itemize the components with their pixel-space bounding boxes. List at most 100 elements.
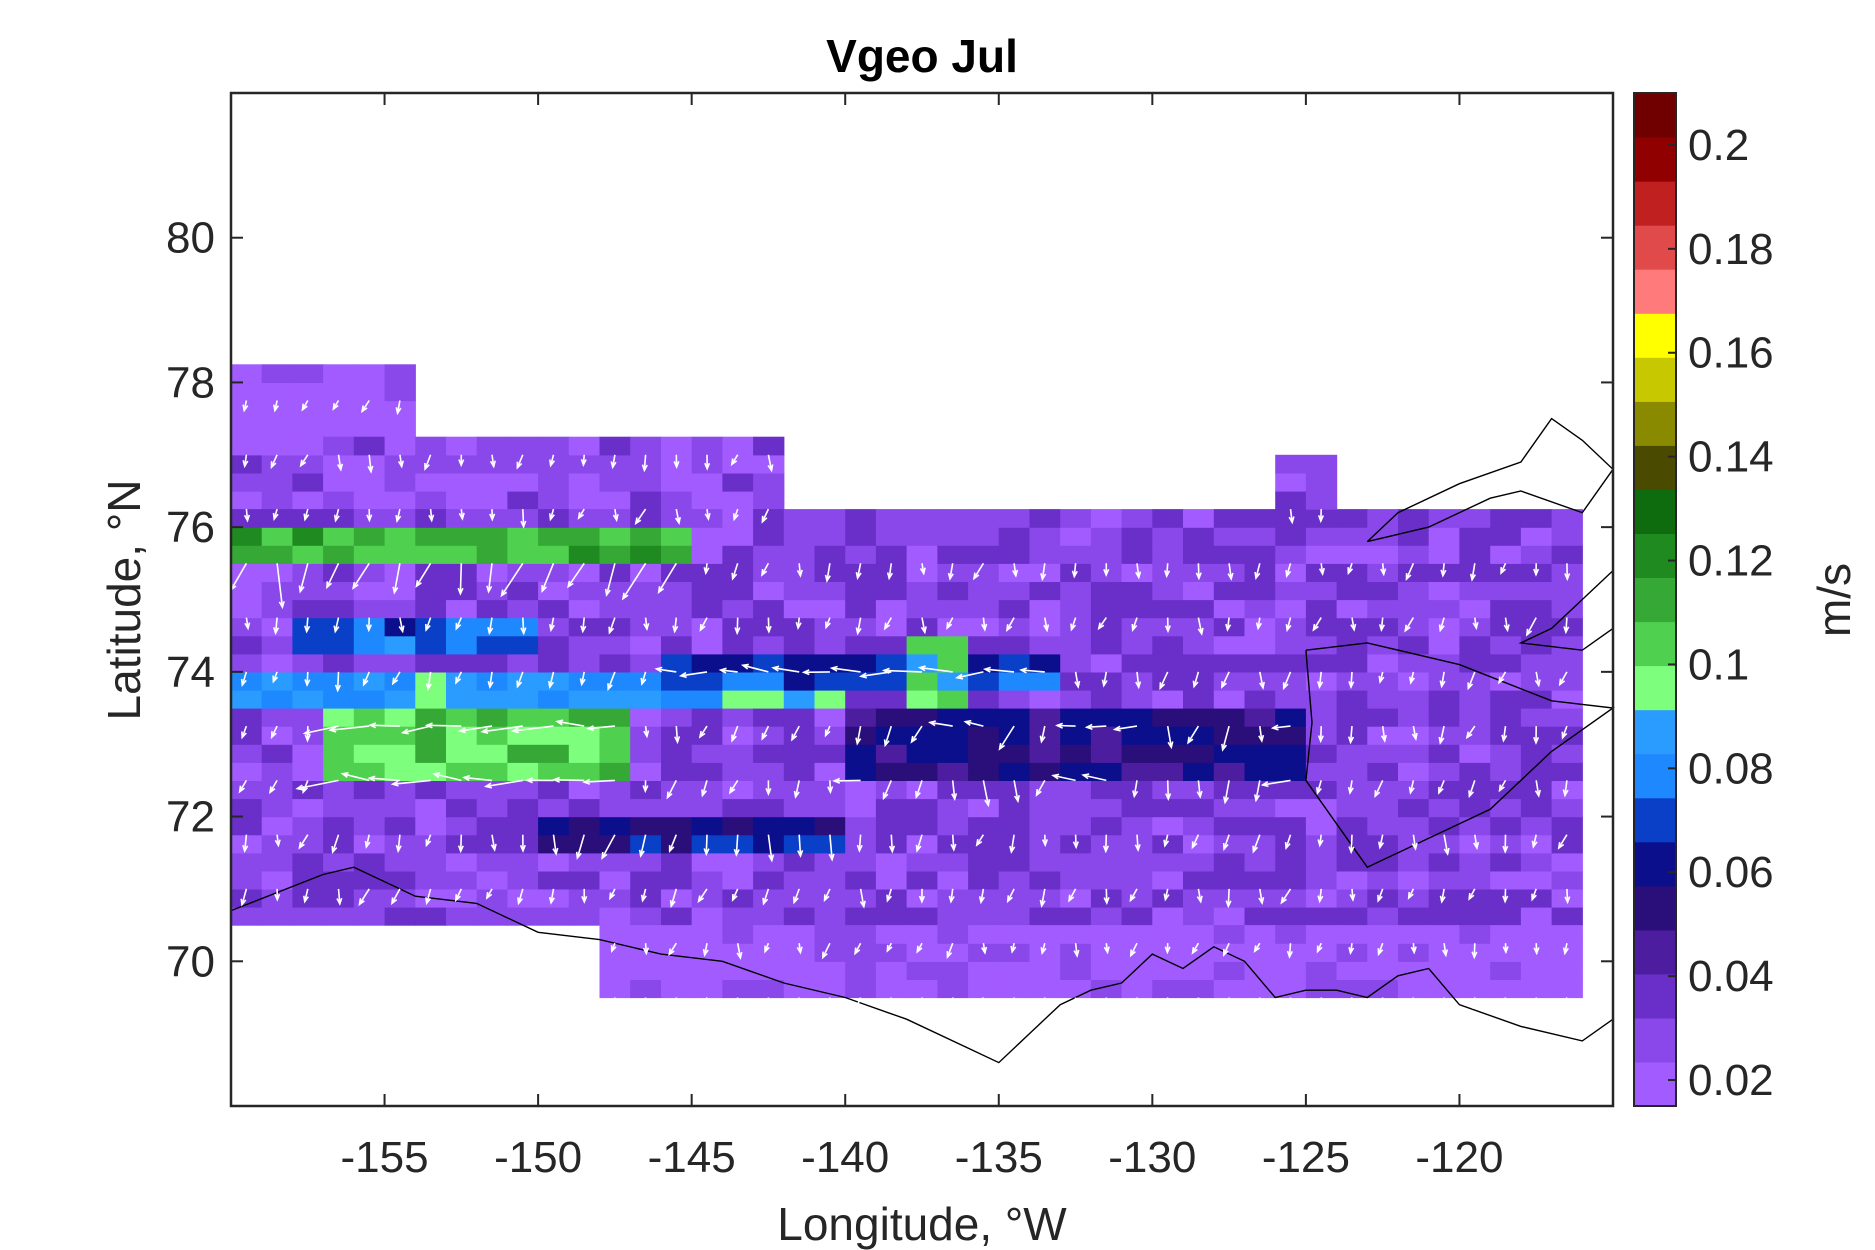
heatmap-cell xyxy=(415,599,447,619)
vector-arrowhead xyxy=(1055,722,1063,729)
vector-arrow xyxy=(1412,834,1417,849)
vector-arrow xyxy=(798,563,802,576)
heatmap-cell xyxy=(415,436,447,456)
vector-arrow xyxy=(1319,726,1322,742)
heatmap-cell xyxy=(753,907,785,926)
coastline xyxy=(230,417,1615,1064)
heatmap-cell xyxy=(231,888,263,908)
vector-arrowhead xyxy=(977,1000,984,1008)
heatmap-cell xyxy=(261,418,293,438)
vector-arrowhead xyxy=(795,621,802,631)
heatmap-cell xyxy=(415,834,447,854)
heatmap-cell xyxy=(1090,961,1123,980)
heatmap-cell xyxy=(261,563,293,582)
vector-arrowhead xyxy=(1380,734,1387,743)
heatmap-cell xyxy=(1121,943,1153,962)
vector-arrow xyxy=(1272,725,1291,729)
heatmap-cell xyxy=(937,671,969,691)
heatmap-cell xyxy=(384,834,416,854)
heatmap-cell xyxy=(599,852,631,872)
heatmap-cell xyxy=(630,816,662,836)
vector-arrowhead xyxy=(643,623,650,632)
heatmap-cell xyxy=(476,798,508,818)
heatmap-cell xyxy=(875,708,908,727)
colorbar-swatch xyxy=(1634,93,1676,138)
heatmap-cell xyxy=(353,581,386,601)
vector-arrow xyxy=(522,509,525,527)
heatmap-cell xyxy=(353,382,386,402)
heatmap-cell xyxy=(722,943,754,962)
vector-arrowhead xyxy=(1533,736,1540,745)
heatmap-cell xyxy=(261,509,293,528)
heatmap-cell xyxy=(691,671,723,691)
vector-arrowhead xyxy=(1134,844,1141,853)
x-tick-label: -130 xyxy=(1108,1133,1196,1182)
y-axis-label: Latitude, °N xyxy=(98,480,150,721)
heatmap-cell xyxy=(1459,527,1491,546)
heatmap-cell xyxy=(1490,798,1522,818)
vector-arrowhead xyxy=(1438,736,1445,745)
heatmap-cell xyxy=(845,762,877,781)
heatmap-cell xyxy=(968,780,1000,800)
heatmap-cell xyxy=(1367,816,1399,836)
vector-arrowhead xyxy=(1468,893,1475,901)
vector-arrowhead xyxy=(1040,573,1047,582)
heatmap-cell xyxy=(1090,762,1123,781)
heatmap-cell xyxy=(1244,852,1276,872)
heatmap-cell xyxy=(1060,581,1092,601)
vector-arrowhead xyxy=(998,742,1006,751)
heatmap-cell xyxy=(630,653,662,673)
y-tick-label: 76 xyxy=(166,503,215,552)
heatmap-cell xyxy=(998,870,1031,890)
colorbar-tick-label: 0.06 xyxy=(1688,848,1774,897)
heatmap-cell xyxy=(753,870,785,890)
vector-arrow xyxy=(304,725,339,735)
heatmap-cell xyxy=(1244,834,1276,854)
heatmap-cell xyxy=(323,744,355,763)
vector-arrowhead xyxy=(525,777,533,784)
heatmap-cell xyxy=(1121,979,1153,999)
heatmap-cell xyxy=(845,671,877,691)
heatmap-cell xyxy=(1183,689,1215,709)
heatmap-cell xyxy=(1398,816,1430,836)
heatmap-cell xyxy=(1520,689,1553,709)
vector-arrowhead xyxy=(1012,569,1019,578)
vector-arrow xyxy=(675,508,680,524)
heatmap-cell xyxy=(1029,635,1061,655)
heatmap-cell xyxy=(1551,671,1583,691)
vector-arrowhead xyxy=(1167,741,1174,750)
vector-arrowhead xyxy=(1187,736,1194,745)
vector-arrowhead xyxy=(858,672,868,679)
heatmap-cell xyxy=(1244,744,1276,763)
heatmap-cell xyxy=(1459,563,1491,582)
heatmap-cell xyxy=(722,762,754,781)
vector-arrowhead xyxy=(432,772,441,779)
heatmap-cell xyxy=(753,599,785,619)
vector-arrowhead xyxy=(1317,839,1324,848)
vector-arrowhead xyxy=(1006,895,1013,904)
vector-arrowhead xyxy=(244,622,251,631)
vector-arrow xyxy=(670,888,678,907)
heatmap-cell xyxy=(476,527,508,546)
vector-arrow xyxy=(393,563,401,593)
vector-arrowhead xyxy=(1347,736,1355,745)
plot-frame xyxy=(229,91,1615,1108)
heatmap-cell xyxy=(231,852,263,872)
heatmap-cell xyxy=(231,870,263,890)
heatmap-cell xyxy=(353,762,386,781)
vector-arrowhead xyxy=(1226,1002,1233,1011)
vector-arrowhead xyxy=(698,730,706,739)
heatmap-cell xyxy=(1551,527,1583,546)
vector-arrowhead xyxy=(238,785,245,794)
heatmap-cell xyxy=(353,418,386,438)
heatmap-cell xyxy=(691,762,723,781)
heatmap-cell xyxy=(1551,653,1583,673)
vector-arrowhead xyxy=(915,791,921,800)
vector-arrow xyxy=(643,454,647,471)
vector-arrow xyxy=(1409,997,1415,1010)
heatmap-cell xyxy=(1152,925,1184,944)
coast-mainland xyxy=(230,866,1614,1064)
heatmap-cell xyxy=(722,798,754,818)
heatmap-cell xyxy=(261,454,293,474)
vector-arrowhead xyxy=(1132,790,1139,799)
